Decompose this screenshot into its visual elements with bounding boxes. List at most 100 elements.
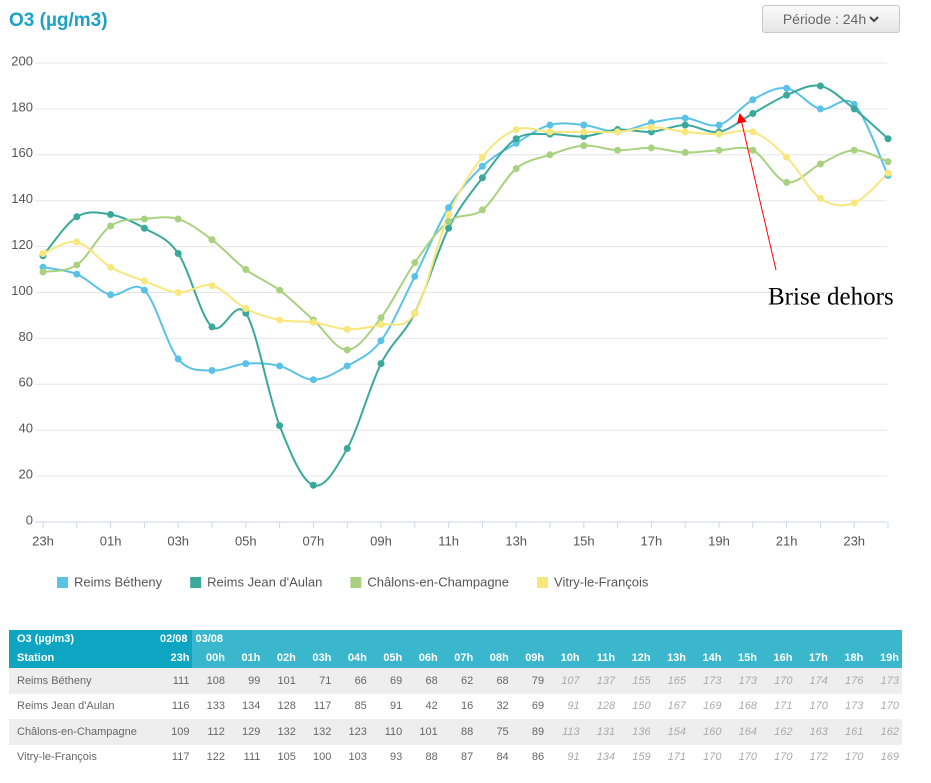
point (107, 263, 115, 271)
point (39, 268, 47, 276)
x-tick-label: 15h (573, 533, 595, 548)
value: 173 (724, 668, 760, 694)
value: 71 (298, 668, 335, 694)
value: 171 (774, 700, 793, 713)
point (816, 82, 824, 90)
legend-label: Reims Jean d'Aulan (207, 574, 322, 589)
hour: 16h (759, 648, 796, 668)
hour: 11h (582, 648, 619, 668)
point (783, 84, 791, 92)
value: 116 (171, 700, 190, 713)
point (445, 204, 453, 212)
value: 87 (460, 751, 474, 764)
point (343, 445, 351, 453)
date: 03/08 (192, 630, 902, 648)
value: 170 (738, 751, 757, 764)
value: 170 (845, 751, 864, 764)
legend-swatch (537, 577, 549, 588)
value: 117 (313, 700, 332, 713)
value: 134 (242, 700, 261, 713)
value: 99 (227, 668, 264, 694)
point (73, 238, 81, 246)
value: 86 (531, 751, 545, 764)
value: 154 (653, 719, 690, 745)
y-tick-label: 160 (11, 145, 33, 160)
x-tick-label: 23h (843, 533, 865, 548)
x-tick-label: 11h (438, 533, 459, 548)
point (816, 105, 824, 113)
legend-label: Reims Bétheny (74, 574, 163, 589)
point (884, 158, 892, 166)
point (614, 128, 622, 136)
point (749, 128, 757, 136)
hour: 02h (263, 648, 299, 668)
value: 107 (547, 668, 583, 694)
point (715, 130, 723, 138)
value: 136 (618, 719, 654, 745)
point (445, 224, 453, 232)
point (783, 91, 791, 99)
hour: 06h (405, 648, 441, 668)
value: 117 (171, 751, 190, 764)
point (309, 481, 317, 489)
point (174, 289, 182, 296)
period-label: Période : 24h (782, 11, 867, 27)
hours-row: Station 23h 00h 01h 02h 03h 04h 05h 06h 07h 08h 09h… (9, 648, 902, 668)
legend-swatch (57, 577, 68, 588)
series-line (42, 144, 889, 351)
period-button[interactable]: Période : 24h (762, 5, 900, 33)
station: Vitry-le-François (17, 751, 97, 764)
value: 133 (206, 700, 225, 713)
value: 170 (759, 668, 796, 694)
value: 165 (653, 668, 690, 694)
value: 169 (880, 751, 899, 764)
hour: 10h (547, 648, 583, 668)
chevron (869, 16, 879, 23)
value: 68 (476, 668, 512, 694)
point (884, 169, 892, 177)
point (208, 367, 216, 375)
point (377, 337, 385, 345)
value: 69 (369, 668, 406, 694)
hour: 01h (227, 648, 264, 668)
point (681, 121, 689, 129)
point (309, 318, 317, 326)
point (73, 270, 81, 278)
value: 167 (667, 700, 687, 713)
table-title: O3 (µg/m3) (9, 630, 157, 648)
value: 122 (206, 751, 225, 764)
value: 132 (298, 719, 335, 745)
point (512, 126, 520, 134)
point (39, 249, 47, 257)
y-tick-label: 140 (11, 191, 33, 206)
value: 68 (405, 668, 441, 694)
point (512, 135, 520, 143)
hour: 17h (795, 648, 831, 668)
point (512, 165, 520, 173)
y-tick-label: 100 (11, 283, 33, 298)
point (445, 217, 453, 225)
value: 128 (277, 700, 296, 713)
value: 66 (334, 668, 370, 694)
series-line (42, 87, 889, 381)
value: 111 (243, 751, 261, 764)
value: 84 (496, 751, 509, 764)
point (681, 149, 689, 157)
point (140, 224, 148, 232)
date: 02/08 (157, 630, 193, 648)
legend-label: Châlons-en-Champagne (367, 574, 509, 589)
point (73, 213, 81, 221)
value: 170 (703, 751, 722, 764)
point (478, 174, 486, 182)
point (343, 346, 351, 354)
value: 170 (774, 751, 793, 764)
hour: 07h (440, 648, 477, 668)
value: 174 (795, 668, 831, 694)
point (174, 215, 182, 223)
y-tick-label: 40 (19, 421, 33, 436)
value: 109 (157, 719, 193, 745)
point (546, 128, 554, 136)
value: 88 (440, 719, 477, 745)
point (107, 210, 115, 218)
